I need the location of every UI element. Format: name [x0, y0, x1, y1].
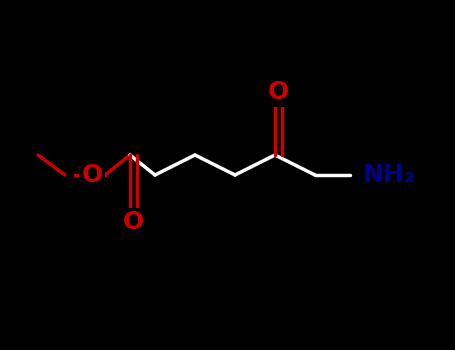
- Text: NH₂: NH₂: [363, 163, 416, 187]
- Text: O: O: [122, 210, 144, 234]
- Text: O: O: [268, 80, 288, 104]
- Text: O: O: [81, 163, 103, 187]
